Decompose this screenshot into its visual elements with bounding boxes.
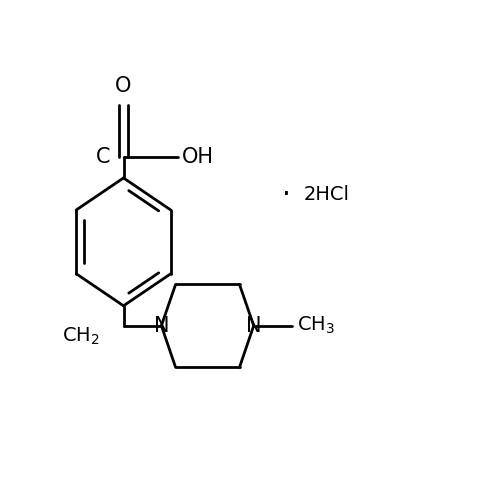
Text: O: O [115, 76, 132, 96]
Text: C: C [96, 147, 110, 167]
Text: OH: OH [182, 147, 214, 167]
Text: CH$_2$: CH$_2$ [62, 326, 100, 347]
Text: N: N [246, 316, 262, 336]
Text: N: N [154, 316, 169, 336]
Text: ·: · [283, 181, 291, 208]
Text: CH$_3$: CH$_3$ [297, 315, 335, 336]
Text: 2HCl: 2HCl [303, 185, 349, 204]
